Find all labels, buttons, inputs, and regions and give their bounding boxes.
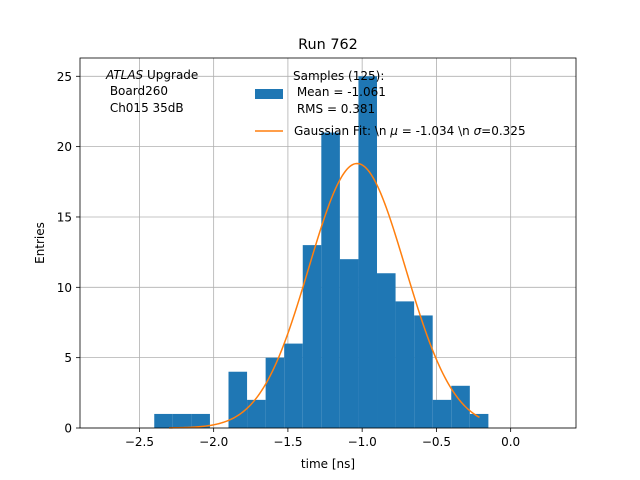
y-tick-label: 15 xyxy=(57,210,72,224)
x-tick-label: −2.5 xyxy=(125,435,154,449)
histogram-bar xyxy=(284,343,303,428)
x-tick-label: −2.0 xyxy=(199,435,228,449)
y-tick-label: 10 xyxy=(57,281,72,295)
histogram-bar xyxy=(395,301,415,428)
annotation-upgrade: Upgrade xyxy=(143,68,198,82)
annotation-line-1: ATLAS Upgrade xyxy=(105,68,198,82)
gaussian-fit-line xyxy=(169,162,480,429)
histogram-bar xyxy=(265,357,285,428)
histogram-bar xyxy=(321,132,340,428)
legend-fit-mu-symbol: μ xyxy=(389,124,398,138)
x-axis-label: time [ns] xyxy=(301,457,355,471)
histogram-bar xyxy=(247,399,266,428)
annotation-line-2: Board260 xyxy=(106,84,168,98)
y-tick-label: 5 xyxy=(64,351,72,365)
y-axis-label: Entries xyxy=(33,222,47,264)
histogram-bar xyxy=(414,315,433,428)
x-tick-label: −0.5 xyxy=(422,435,451,449)
y-tick-label: 0 xyxy=(64,422,72,436)
histogram-bar xyxy=(339,259,359,428)
x-tick-label: −1.5 xyxy=(273,435,302,449)
histogram-bar xyxy=(469,413,489,428)
x-tick-label: −1.0 xyxy=(348,435,377,449)
annotation-atlas: ATLAS xyxy=(105,68,144,82)
legend-fit-sigma-value: =0.325 xyxy=(481,124,525,138)
histogram-bar xyxy=(172,413,192,428)
x-tick-label: 0.0 xyxy=(501,435,520,449)
histogram-bar xyxy=(302,245,322,428)
histogram-bar xyxy=(191,413,210,428)
histogram-bars xyxy=(154,76,489,428)
y-tick-label: 25 xyxy=(57,70,72,84)
chart-title: Run 762 xyxy=(298,37,358,53)
legend-rms-label: RMS = 0.381 xyxy=(293,102,375,116)
histogram-bar xyxy=(358,76,378,428)
legend-fit-sigma-symbol: σ xyxy=(474,124,482,138)
legend-fit-mu-value: = -1.034 \n xyxy=(398,124,474,138)
y-tick-label: 20 xyxy=(57,140,72,154)
atlas-annotation: ATLAS Upgrade Board260 Ch015 35dB xyxy=(105,68,198,115)
x-axis-ticks: −2.5 −2.0 −1.5 −1.0 −0.5 0.0 xyxy=(125,428,520,449)
annotation-line-3: Ch015 35dB xyxy=(106,101,184,115)
legend-fit-prefix: Gaussian Fit: \n xyxy=(294,124,390,138)
y-axis-ticks: 0 5 10 15 20 25 xyxy=(57,70,80,436)
plot-frame xyxy=(79,57,577,429)
legend: Samples (125): Mean = -1.061 RMS = 0.381… xyxy=(255,69,526,138)
legend-histogram-swatch xyxy=(255,89,283,99)
histogram-bar xyxy=(377,273,396,428)
legend-mean-label: Mean = -1.061 xyxy=(293,85,386,99)
legend-samples-label: Samples (125): xyxy=(293,69,384,83)
histogram-bar xyxy=(154,413,173,428)
legend-fit-label: Gaussian Fit: \n μ = -1.034 \n σ=0.325 xyxy=(294,124,526,138)
histogram-bar xyxy=(432,399,452,428)
histogram-bar xyxy=(228,371,248,428)
